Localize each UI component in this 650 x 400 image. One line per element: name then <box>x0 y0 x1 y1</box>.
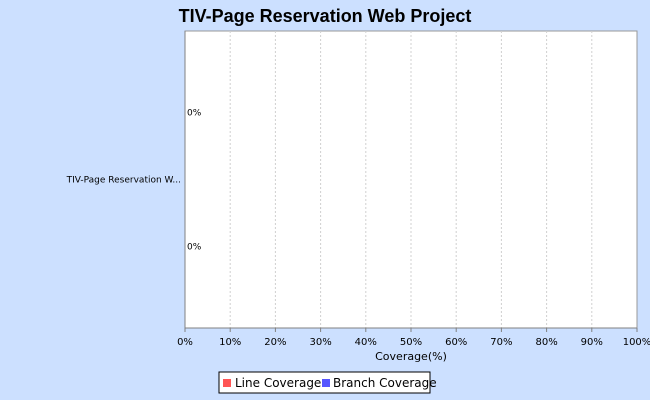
grid-layer <box>229 31 593 328</box>
category-label: TIV-Page Reservation W... <box>66 176 181 186</box>
bar-value-label: 0% <box>187 242 202 252</box>
bar-value-label: 0% <box>187 109 202 119</box>
x-tick-label-80: 80% <box>535 337 557 348</box>
x-tick-label-20: 20% <box>264 337 286 348</box>
x-tick-label-60: 60% <box>445 337 467 348</box>
legend-label-line-coverage: Line Coverage <box>235 376 321 390</box>
x-tick-label-10: 10% <box>219 337 241 348</box>
x-tick-label-100: 100% <box>623 337 650 348</box>
x-tick-label-0: 0% <box>177 337 193 348</box>
x-tick-label-90: 90% <box>581 337 603 348</box>
x-tick-label-40: 40% <box>355 337 377 348</box>
labels-layer: 0% 0% <box>187 109 202 253</box>
x-tick-label-50: 50% <box>400 337 422 348</box>
x-tick-label-30: 30% <box>309 337 331 348</box>
legend-swatch-branch-coverage <box>322 379 330 387</box>
x-tick-label-70: 70% <box>490 337 512 348</box>
x-axis: 0% 10% 20% 30% 40% 50% 60% 70% 80% 90% 100% <box>177 327 650 348</box>
chart-title: TIV-Page Reservation Web Project <box>179 6 472 26</box>
y-axis: TIV-Page Reservation W... <box>66 31 186 328</box>
legend-label-branch-coverage: Branch Coverage <box>333 376 437 390</box>
legend-swatch-line-coverage <box>223 379 231 387</box>
x-axis-label: Coverage(%) <box>375 350 447 363</box>
legend: Line Coverage Branch Coverage <box>218 371 437 394</box>
